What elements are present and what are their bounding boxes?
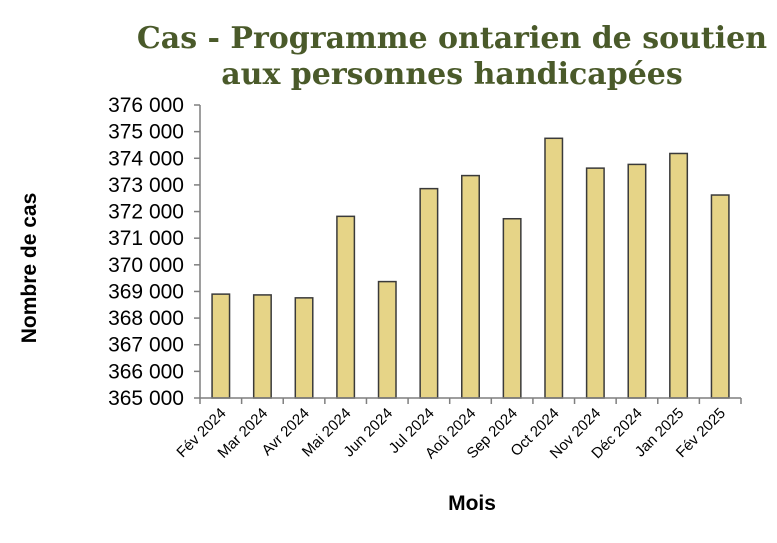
chart-title-line2: aux personnes handicapées — [221, 57, 683, 92]
y-tick-label: 374 000 — [108, 147, 184, 170]
bar-7 — [461, 174, 480, 399]
y-tick-label: 376 000 — [108, 94, 184, 117]
y-tick-label: 375 000 — [108, 121, 184, 144]
bar-1 — [211, 293, 231, 399]
bar-4 — [336, 215, 356, 399]
chart-title-line1: Cas - Programme ontarien de soutien — [137, 21, 767, 56]
bars — [211, 137, 730, 399]
y-tick-label: 365 000 — [108, 387, 184, 410]
bar-9 — [544, 137, 564, 399]
bar-12 — [669, 152, 689, 399]
y-tick-label: 368 000 — [108, 307, 184, 330]
y-axis-ticks: 365 000 366 000 367 000 368 000 369 000 370 0… — [108, 94, 200, 410]
bar-11 — [627, 163, 647, 399]
bar-2 — [252, 294, 272, 399]
y-tick-label: 367 000 — [108, 334, 184, 357]
bar-6 — [419, 187, 439, 399]
y-tick-label: 370 000 — [108, 254, 184, 277]
y-tick-label: 371 000 — [108, 227, 184, 250]
y-tick-label: 366 000 — [108, 360, 184, 383]
bar-10 — [585, 167, 605, 399]
y-tick-label: 372 000 — [108, 201, 184, 224]
bar-13 — [710, 194, 730, 399]
x-axis-label: Mois — [448, 492, 496, 515]
y-axis-label: Nombre de cas — [18, 193, 41, 344]
y-tick-label: 369 000 — [108, 280, 184, 303]
bar-3 — [294, 297, 314, 399]
bar-8 — [502, 217, 522, 399]
bar-5 — [377, 280, 397, 399]
y-tick-label: 373 000 — [108, 174, 184, 197]
